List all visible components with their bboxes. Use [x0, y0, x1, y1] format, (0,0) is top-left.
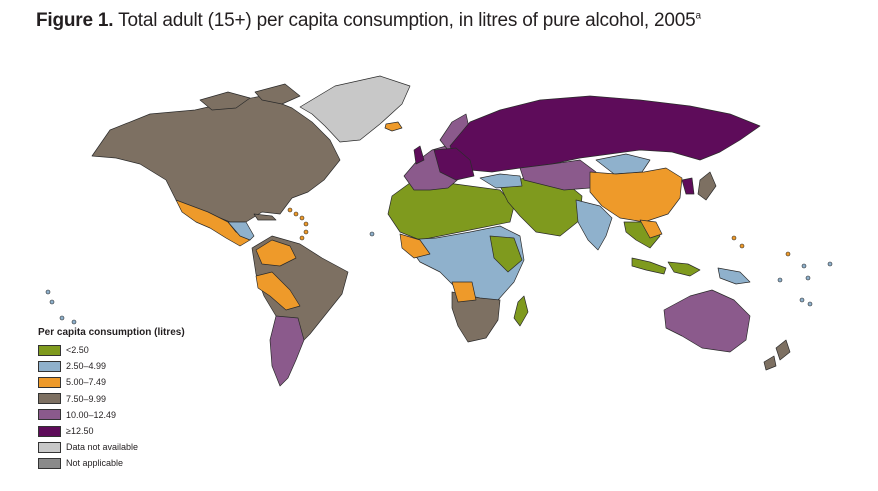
region-indonesia-2: [667, 261, 701, 277]
region-china: [589, 167, 683, 223]
legend-swatch: [38, 457, 61, 469]
island-dot: [287, 207, 293, 213]
legend-label: <2.50: [66, 345, 89, 356]
region-peru-bolivia: [255, 271, 301, 311]
island-dot: [293, 211, 299, 217]
island-dot: [299, 215, 305, 221]
region-central-america: [227, 221, 255, 241]
island-dot: [827, 261, 833, 267]
legend-item: Not applicable: [38, 455, 185, 471]
legend-item: 10.00–12.49: [38, 407, 185, 423]
legend-swatch: [38, 360, 61, 372]
region-turkey: [479, 173, 523, 189]
legend-label: Data not available: [66, 442, 139, 453]
legend-label: Not applicable: [66, 458, 124, 469]
island-dot: [801, 263, 807, 269]
island-dot: [59, 315, 65, 321]
island-dot: [731, 235, 737, 241]
region-indonesia: [631, 257, 667, 275]
island-dot: [299, 235, 305, 241]
region-madagascar: [513, 295, 529, 327]
legend-items: <2.50 2.50–4.99 5.00–7.49 7.50–9.99 10.00–12…: [38, 342, 185, 472]
region-new-zealand-south: [763, 355, 777, 371]
region-greenland: [299, 75, 411, 143]
region-mongolia: [595, 153, 651, 175]
region-papua: [717, 267, 751, 285]
island-dot: [799, 297, 805, 303]
map-legend: Per capita consumption (litres) <2.50 2.5…: [38, 327, 185, 472]
legend-label: 5.00–7.49: [66, 377, 107, 388]
region-india: [575, 199, 613, 251]
island-dot: [785, 251, 791, 257]
figure-title-text: Total adult (15+) per capita consumption…: [118, 10, 696, 31]
region-central-africa: [489, 235, 523, 273]
island-dot: [71, 319, 77, 325]
legend-label: 2.50–4.99: [66, 361, 107, 372]
region-arctic-islands-2: [254, 83, 301, 105]
region-indochina: [639, 219, 663, 239]
region-colombia-venezuela: [255, 239, 297, 267]
legend-item: <2.50: [38, 342, 185, 358]
legend-swatch: [38, 376, 61, 388]
region-north-america: [91, 95, 341, 223]
legend-item: 7.50–9.99: [38, 391, 185, 407]
island-dot: [369, 231, 375, 237]
legend-swatch: [38, 409, 61, 421]
island-dot: [777, 277, 783, 283]
region-russia: [449, 95, 761, 173]
legend-swatch: [38, 441, 61, 453]
legend-title: Per capita consumption (litres): [38, 327, 185, 338]
figure-title: Figure 1. Total adult (15+) per capita c…: [36, 10, 701, 32]
island-dot: [739, 243, 745, 249]
region-iceland: [384, 121, 403, 132]
island-dot: [805, 275, 811, 281]
island-dot: [45, 289, 51, 295]
region-southern-cone: [269, 315, 305, 387]
figure-title-footnote: a: [695, 10, 702, 22]
island-dot: [303, 221, 309, 227]
legend-item: Data not available: [38, 439, 185, 455]
legend-swatch: [38, 425, 61, 437]
legend-swatch: [38, 344, 61, 356]
region-arctic-islands: [199, 91, 251, 111]
legend-item: 2.50–4.99: [38, 358, 185, 374]
region-australia: [663, 289, 751, 353]
region-korea: [681, 177, 695, 195]
region-uk: [413, 145, 425, 165]
legend-item: ≥12.50: [38, 423, 185, 439]
region-japan: [697, 171, 717, 201]
island-dot: [807, 301, 813, 307]
region-west-africa: [399, 233, 431, 259]
region-angola: [451, 281, 477, 303]
island-dot: [303, 229, 309, 235]
region-mexico: [175, 199, 251, 247]
region-southern-africa: [451, 291, 501, 343]
figure-label: Figure 1.: [36, 10, 114, 31]
island-dot: [49, 299, 55, 305]
legend-item: 5.00–7.49: [38, 374, 185, 390]
legend-label: ≥12.50: [66, 426, 94, 437]
region-caribbean: [253, 213, 277, 221]
legend-label: 10.00–12.49: [66, 409, 117, 420]
region-eastern-europe: [433, 147, 475, 181]
legend-swatch: [38, 393, 61, 405]
legend-label: 7.50–9.99: [66, 393, 107, 404]
region-new-zealand: [775, 339, 791, 361]
